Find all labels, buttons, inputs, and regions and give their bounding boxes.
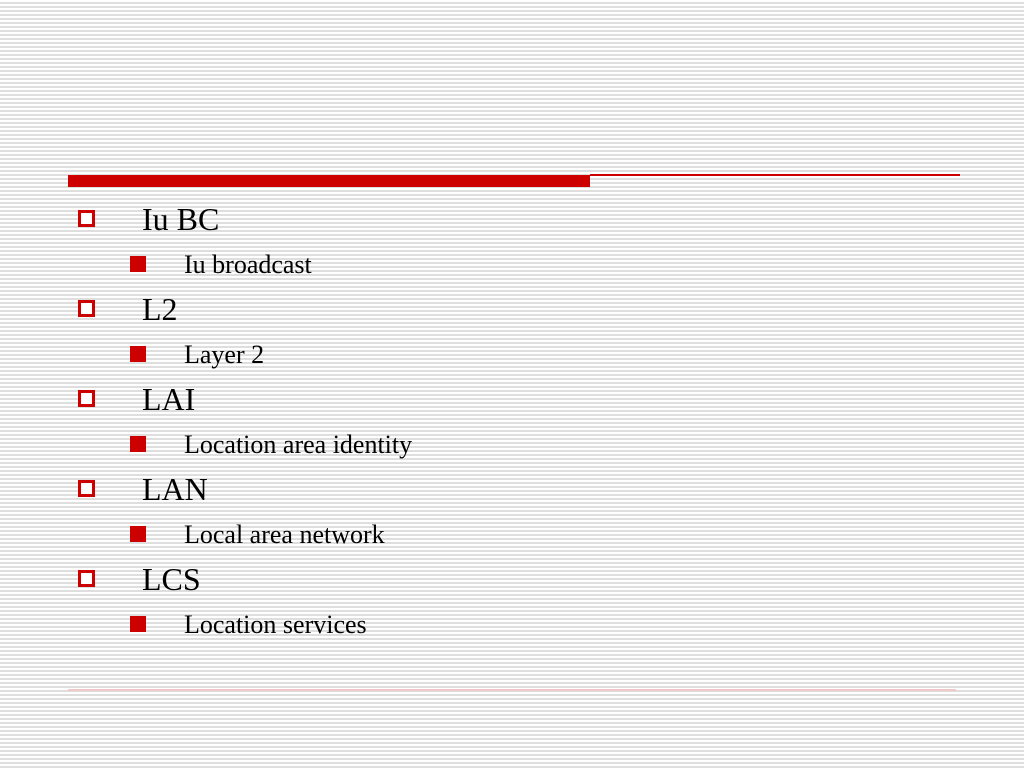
term-text: LCS <box>142 561 201 597</box>
hollow-square-bullet-icon <box>78 300 95 317</box>
hollow-square-bullet-icon <box>78 390 95 407</box>
term-text: L2 <box>142 291 178 327</box>
term-text: LAI <box>142 381 196 417</box>
filled-square-bullet-icon <box>130 346 146 362</box>
definition-text: Layer 2 <box>184 340 265 369</box>
title-divider-bar <box>68 175 590 187</box>
filled-square-bullet-icon <box>130 526 146 542</box>
hollow-square-bullet-icon <box>78 570 95 587</box>
term-text: Iu BC <box>142 201 220 237</box>
definition-text: Location area identity <box>184 430 413 459</box>
hollow-square-bullet-icon <box>78 480 95 497</box>
title-divider-line <box>590 174 960 176</box>
filled-square-bullet-icon <box>130 256 146 272</box>
term-text: LAN <box>142 471 208 507</box>
definition-text: Local area network <box>184 520 385 549</box>
hollow-square-bullet-icon <box>78 210 95 227</box>
definition-text: Location services <box>184 610 367 639</box>
footer-divider-line <box>68 689 956 691</box>
filled-square-bullet-icon <box>130 436 146 452</box>
definition-text: Iu broadcast <box>184 250 312 279</box>
filled-square-bullet-icon <box>130 616 146 632</box>
